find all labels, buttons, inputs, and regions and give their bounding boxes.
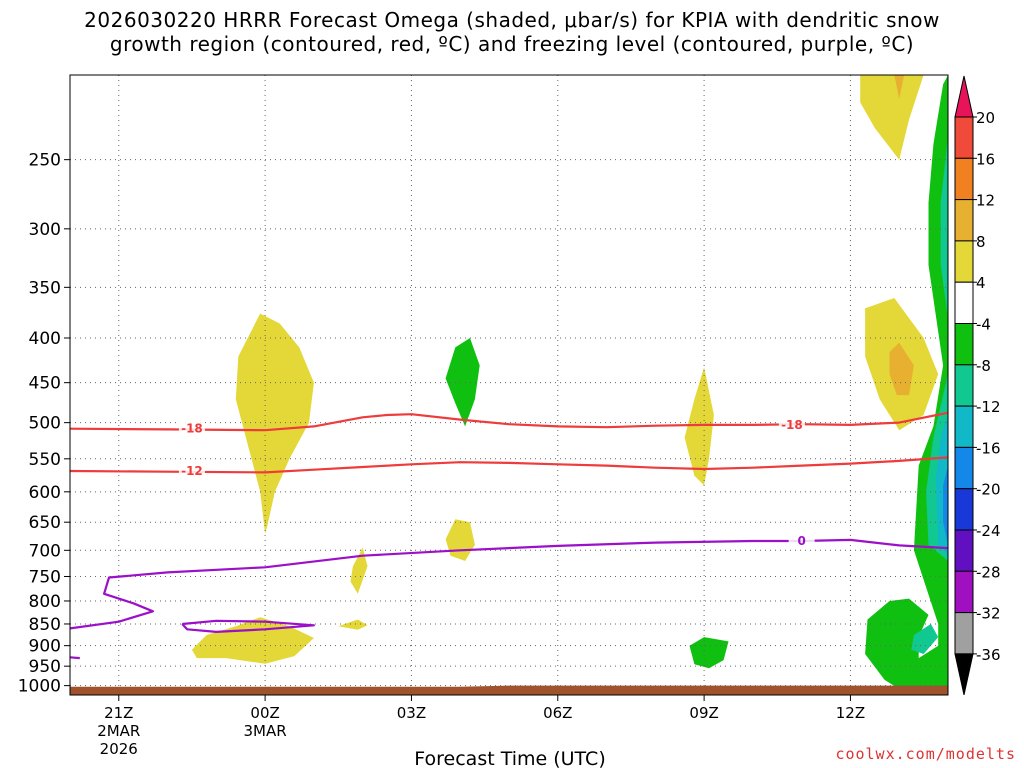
colorbar-label: -36 <box>976 646 1001 664</box>
x-tick-label: 00Z <box>250 704 279 722</box>
omega-region-9 <box>894 75 905 99</box>
colorbar-label: -8 <box>976 357 991 375</box>
x-tick-label: 03Z <box>397 704 426 722</box>
colorbar-label: 4 <box>976 274 986 292</box>
y-tick-label: 600 <box>29 483 61 503</box>
omega-region-17 <box>940 136 948 319</box>
colorbar-swatch <box>954 281 974 325</box>
y-tick-label: 750 <box>29 567 61 587</box>
contour-line-1 <box>70 456 948 474</box>
x-tick-label: 2026 <box>100 740 138 758</box>
grid-lines <box>70 75 948 695</box>
colorbar-swatch <box>954 446 974 490</box>
colorbar-swatch <box>954 240 974 283</box>
y-tick-label: 250 <box>29 151 61 171</box>
colorbar-swatch <box>954 529 974 572</box>
omega-shading <box>70 75 948 695</box>
colorbar-swatch <box>954 612 974 655</box>
x-tick-label: 06Z <box>543 704 572 722</box>
x-axis-label: Forecast Time (UTC) <box>414 748 605 768</box>
chart-title-line-2: growth region (contoured, red, ºC) and f… <box>109 32 915 56</box>
y-tick-label: 650 <box>29 513 61 533</box>
omega-region-5 <box>445 338 480 427</box>
x-tick-label: 2MAR <box>97 722 140 740</box>
contour-label-bg <box>178 420 205 437</box>
y-tick-label: 350 <box>29 278 61 298</box>
contour-line-2 <box>70 538 948 630</box>
colorbar-label: -4 <box>976 316 991 334</box>
chart-title-line-1: 2026030220 HRRR Forecast Omega (shaded, … <box>84 8 940 32</box>
colorbar-label: 20 <box>976 109 995 127</box>
contour-label: -12 <box>181 464 203 478</box>
omega-region-7 <box>689 637 729 669</box>
colorbar-swatch <box>954 405 974 448</box>
y-tick-label: 950 <box>29 657 61 677</box>
contour-line-0 <box>70 411 948 432</box>
y-tick-label: 800 <box>29 592 61 612</box>
contour-label-bg <box>778 416 805 433</box>
omega-region-12 <box>865 75 948 695</box>
x-tick-label: 3MAR <box>244 722 287 740</box>
colorbar-label: -20 <box>976 481 1001 499</box>
colorbar-label: 16 <box>976 150 995 168</box>
colorbar-swatch <box>954 75 974 118</box>
omega-region-13 <box>911 624 939 654</box>
colorbar: 20 16 12 8 4 -4 -8 -12 -16 -20 -24 -28 -32 -36 <box>954 75 1001 696</box>
y-tick-label: 500 <box>29 414 61 434</box>
credit-text: coolwx.com/modelts <box>835 745 1016 763</box>
y-tick-label: 450 <box>29 374 61 394</box>
colorbar-swatch <box>954 116 974 159</box>
omega-region-16 <box>943 465 948 545</box>
plot-frame <box>69 74 949 696</box>
colorbar-label: -12 <box>976 398 1001 416</box>
omega-region-11 <box>889 342 914 396</box>
omega-region-3 <box>338 619 368 630</box>
contour-label: -18 <box>781 418 803 432</box>
contour-line-4 <box>70 656 80 660</box>
colorbar-swatch <box>954 364 974 407</box>
contour-label: 0 <box>797 534 805 548</box>
y-tick-label: 900 <box>29 637 61 657</box>
x-tick-label: 21Z <box>104 704 133 722</box>
colorbar-label: -24 <box>976 522 1001 540</box>
colorbar-swatch <box>954 570 974 614</box>
omega-region-0 <box>235 313 314 534</box>
omega-region-8 <box>860 75 924 160</box>
colorbar-swatch <box>954 488 974 531</box>
y-tick-label: 550 <box>29 450 61 470</box>
colorbar-swatch <box>954 323 974 366</box>
y-tick-label: 300 <box>29 220 61 240</box>
colorbar-label: -32 <box>976 605 1001 623</box>
y-tick-label: 700 <box>29 541 61 561</box>
omega-region-6 <box>684 367 714 486</box>
y-axis: 2503003504004505005506006507007508008509… <box>18 151 70 697</box>
contour-lines: -18 -18 -12 0 <box>70 411 948 660</box>
colorbar-label: -16 <box>976 439 1001 457</box>
omega-region-4 <box>445 519 475 561</box>
colorbar-label: 8 <box>976 233 986 251</box>
colorbar-swatch <box>954 653 974 696</box>
x-tick-label: 09Z <box>689 704 718 722</box>
colorbar-label: 12 <box>976 192 995 210</box>
contour-label-bg <box>788 532 815 549</box>
contour-line-3 <box>181 619 315 634</box>
y-tick-label: 1000 <box>18 677 61 697</box>
colorbar-swatch <box>954 199 974 242</box>
omega-region-2 <box>350 547 368 594</box>
contour-label: -18 <box>181 422 203 436</box>
x-tick-label: 12Z <box>836 704 865 722</box>
y-tick-label: 400 <box>29 329 61 349</box>
contour-label-bg <box>178 463 205 480</box>
terrain-ground <box>70 685 948 695</box>
colorbar-swatch <box>954 157 974 201</box>
y-tick-label: 850 <box>29 615 61 635</box>
colorbar-label: -28 <box>976 563 1001 581</box>
